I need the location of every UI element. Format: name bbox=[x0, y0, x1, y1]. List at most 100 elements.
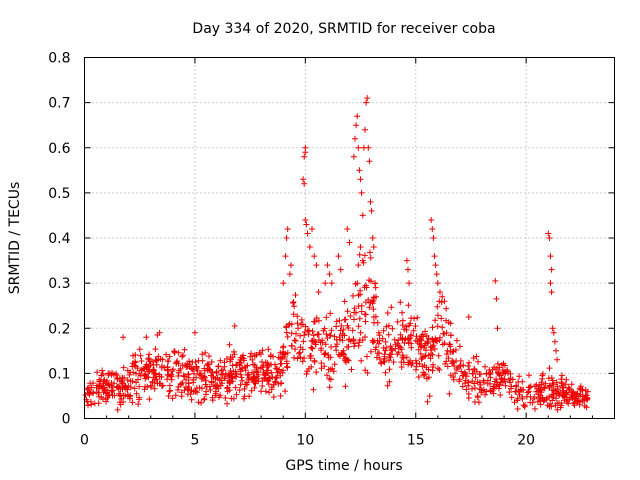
data-point bbox=[283, 329, 290, 336]
data-point bbox=[164, 364, 171, 371]
data-point bbox=[425, 374, 432, 381]
data-point bbox=[194, 367, 201, 374]
data-point bbox=[240, 395, 247, 402]
data-point bbox=[111, 380, 117, 387]
data-point bbox=[394, 340, 401, 347]
data-point bbox=[153, 361, 160, 368]
data-point bbox=[530, 395, 537, 402]
y-tick-label: 0.1 bbox=[48, 366, 70, 382]
data-point bbox=[244, 381, 250, 388]
data-point bbox=[291, 337, 298, 344]
data-point bbox=[136, 346, 143, 353]
data-point bbox=[248, 350, 255, 357]
data-point bbox=[301, 329, 308, 335]
data-point bbox=[423, 364, 430, 371]
data-point bbox=[502, 378, 508, 385]
data-point bbox=[355, 144, 362, 151]
data-point bbox=[217, 357, 224, 364]
data-point bbox=[372, 346, 379, 353]
data-point bbox=[450, 359, 457, 366]
data-point bbox=[372, 284, 379, 291]
data-point bbox=[210, 382, 217, 388]
data-point bbox=[339, 337, 346, 344]
data-point bbox=[490, 385, 497, 392]
data-point bbox=[262, 388, 269, 395]
data-point bbox=[482, 391, 489, 398]
data-point bbox=[367, 254, 374, 261]
data-point bbox=[337, 266, 344, 273]
data-point bbox=[288, 343, 295, 349]
data-point bbox=[341, 316, 348, 323]
data-point bbox=[257, 351, 264, 358]
data-point bbox=[462, 377, 469, 384]
data-point bbox=[138, 358, 145, 364]
data-point bbox=[307, 353, 313, 359]
data-point bbox=[416, 360, 423, 367]
data-point bbox=[539, 370, 546, 377]
data-point bbox=[551, 387, 557, 394]
data-point bbox=[118, 395, 125, 402]
data-point bbox=[326, 384, 333, 391]
data-point bbox=[101, 384, 107, 391]
data-point bbox=[233, 361, 240, 368]
data-point bbox=[327, 366, 334, 373]
data-point bbox=[297, 332, 304, 339]
data-point bbox=[394, 351, 401, 358]
data-point bbox=[277, 392, 284, 399]
data-point bbox=[494, 360, 501, 367]
data-point bbox=[443, 317, 449, 324]
data-point bbox=[120, 399, 127, 405]
data-point bbox=[238, 374, 245, 381]
data-point bbox=[466, 359, 472, 366]
data-point bbox=[323, 331, 330, 338]
data-point bbox=[424, 398, 431, 405]
data-point bbox=[292, 337, 299, 344]
data-point bbox=[375, 340, 382, 347]
data-point bbox=[526, 372, 532, 379]
data-point bbox=[120, 364, 127, 371]
data-point bbox=[291, 354, 297, 361]
data-point bbox=[452, 370, 459, 377]
data-point bbox=[102, 396, 109, 403]
data-point bbox=[286, 271, 293, 278]
data-point bbox=[152, 371, 159, 378]
data-point bbox=[502, 382, 509, 389]
data-point bbox=[191, 370, 197, 377]
data-point bbox=[427, 355, 434, 362]
data-point bbox=[136, 394, 143, 401]
data-point bbox=[146, 368, 153, 375]
data-point bbox=[558, 400, 565, 407]
data-point bbox=[323, 314, 330, 321]
data-point bbox=[364, 353, 370, 360]
data-point bbox=[249, 356, 256, 363]
data-point bbox=[532, 405, 538, 412]
data-point bbox=[202, 349, 209, 356]
data-point bbox=[553, 395, 559, 402]
data-point bbox=[288, 262, 294, 269]
data-point bbox=[286, 321, 292, 328]
data-point bbox=[541, 384, 547, 391]
data-point bbox=[507, 379, 513, 386]
y-axis-label: SRMTID / TECUs bbox=[7, 182, 23, 295]
data-point bbox=[302, 323, 309, 330]
data-point bbox=[313, 262, 320, 269]
data-point bbox=[370, 306, 377, 313]
data-point bbox=[418, 337, 425, 344]
data-point bbox=[166, 382, 173, 389]
data-point bbox=[181, 346, 188, 353]
data-point bbox=[273, 375, 280, 381]
data-point bbox=[435, 365, 441, 372]
chart-title: Day 334 of 2020, SRMTID for receiver cob… bbox=[192, 21, 495, 37]
x-tick-label: 10 bbox=[296, 433, 314, 449]
data-point bbox=[398, 346, 405, 353]
data-point bbox=[241, 393, 248, 400]
data-point bbox=[99, 367, 106, 374]
data-point bbox=[204, 367, 211, 374]
data-point bbox=[280, 280, 287, 287]
data-point bbox=[90, 389, 97, 396]
data-point bbox=[386, 351, 393, 358]
y-tick-label: 0.4 bbox=[48, 231, 70, 247]
data-point bbox=[296, 349, 303, 356]
data-point bbox=[539, 375, 546, 382]
data-point bbox=[326, 332, 333, 339]
